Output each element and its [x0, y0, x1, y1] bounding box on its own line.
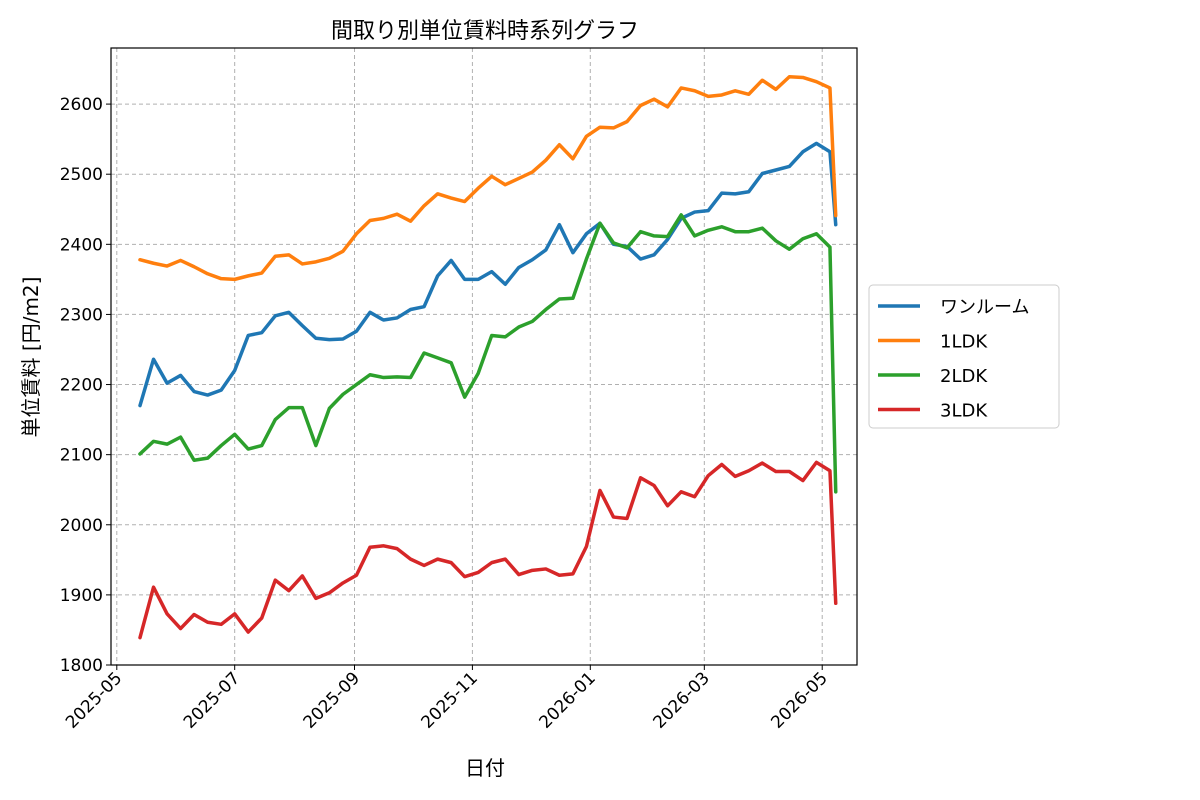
legend-label: ワンルーム	[940, 297, 1029, 318]
y-axis: 1800 1900 2000 2100 2200 2300 2400 2500 2600	[60, 95, 111, 676]
legend-label: 1LDK	[940, 332, 988, 353]
y-tick-label: 2400	[60, 235, 103, 255]
chart-title: 間取り別単位賃料時系列グラフ	[331, 19, 639, 44]
plot-frame	[110, 47, 858, 666]
y-tick-label: 2000	[60, 516, 103, 536]
y-tick-label: 2100	[60, 446, 103, 466]
y-tick-label: 2500	[60, 165, 103, 185]
y-tick-label: 1800	[60, 656, 103, 676]
series-line	[138, 141, 838, 408]
series-lines	[138, 75, 838, 640]
y-tick-label: 2600	[60, 95, 103, 115]
y-tick-label: 2200	[60, 376, 103, 396]
y-tick-label: 1900	[60, 586, 103, 606]
series-line	[138, 75, 838, 282]
series-line	[138, 213, 838, 494]
legend: ワンルーム 1LDK 2LDK 3LDK	[868, 284, 1060, 429]
legend-frame	[868, 284, 1060, 429]
series-line	[138, 460, 838, 640]
y-axis-label: 単位賃料 [円/m2]	[19, 277, 43, 438]
legend-label: 3LDK	[940, 401, 988, 422]
x-axis-label: 日付	[465, 756, 505, 780]
legend-label: 2LDK	[940, 366, 988, 387]
y-tick-label: 2300	[60, 305, 103, 325]
